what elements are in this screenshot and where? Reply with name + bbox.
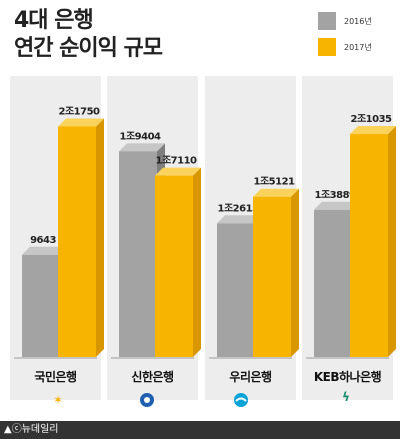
bar-top-2016 (22, 246, 68, 255)
bar-top-2016 (119, 143, 165, 152)
data-label: 1조3889 (315, 189, 357, 201)
shinhan-logo-icon (137, 392, 157, 411)
bar-top-2017 (350, 126, 396, 135)
data-label: 2조1750 (59, 105, 101, 117)
bar-top-2017 (155, 167, 201, 176)
bar-2017 (253, 196, 291, 357)
bar-top-2017 (253, 188, 299, 197)
bar-side-2017 (193, 167, 201, 357)
bar-2016 (22, 254, 60, 357)
bar-top-2016 (217, 215, 263, 224)
bar-2016 (217, 223, 255, 357)
legend-swatch-2017 (318, 38, 336, 56)
bar-chart: 9643 2조1750 국민은행 1조9404 1조7110 신한은행 1조2613 1조51… (10, 76, 396, 400)
chart-title: 4대 은행 (14, 8, 94, 33)
bar-top-2017 (58, 118, 104, 127)
bar-side-2017 (96, 118, 104, 357)
legend-label-2017: 2017년 (344, 42, 372, 52)
legend-label-2016: 2016년 (344, 16, 372, 26)
bar-side-2017 (388, 126, 396, 358)
data-label: 1조2613 (218, 202, 260, 214)
legend-item-2017: 2017년 (318, 36, 372, 58)
footer-text: ▲ⓒ뉴데일리 (4, 424, 59, 435)
footer-credit: ▲ⓒ뉴데일리 (0, 421, 400, 439)
category-label: KEB하나은행 (314, 369, 382, 384)
bar-2017 (58, 126, 96, 357)
bar-side-2017 (291, 188, 299, 357)
category-label: 우리은행 (229, 369, 272, 384)
data-label: 1조7110 (156, 155, 198, 167)
bar-2016 (119, 151, 157, 357)
bar-2017 (155, 175, 193, 357)
data-label: 1조5121 (254, 176, 296, 188)
data-label: 9643 (30, 235, 56, 246)
category-label: 신한은행 (131, 369, 174, 384)
data-label: 2조1035 (351, 113, 393, 125)
kb-logo-icon: ✶ (52, 393, 64, 407)
bar-2017 (350, 134, 388, 357)
legend-swatch-2016 (318, 12, 336, 30)
bar-top-2016 (314, 201, 360, 210)
bar-2016 (314, 209, 352, 357)
category-label: 국민은행 (34, 369, 77, 384)
woori-logo-icon (231, 392, 251, 411)
legend: 2016년 2017년 (318, 10, 372, 62)
hana-logo-icon: ϟ (342, 390, 350, 404)
data-label: 1조9404 (120, 130, 162, 142)
chart-subtitle: 연간 순이익 규모 (14, 36, 163, 61)
legend-item-2016: 2016년 (318, 10, 372, 32)
